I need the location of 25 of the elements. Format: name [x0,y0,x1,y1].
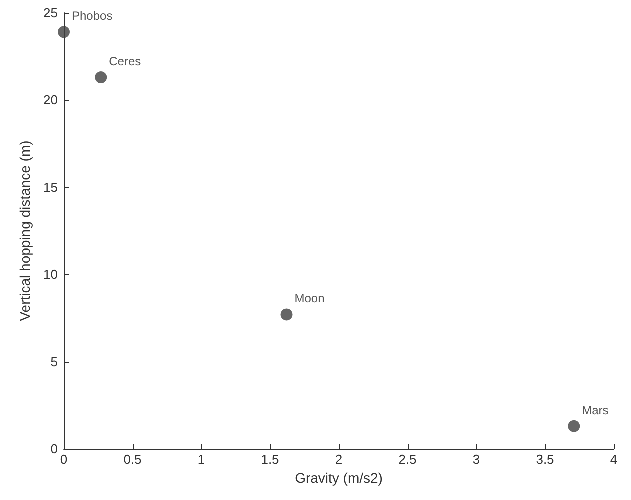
x-tick-label: 0 [60,452,68,467]
annotation: Ceres [109,54,142,69]
point [95,72,108,84]
y-tick-label: 10 [44,267,58,282]
point [58,26,70,38]
annotation: Mars [582,403,609,418]
x-tick-label: 2 [335,452,343,467]
y-tick-label: 20 [44,92,58,108]
x-tick-label: 1.5 [261,452,280,467]
x-tick-label: 4 [610,452,618,467]
x-tick-label: 1 [198,452,206,467]
y-tick-label: 25 [44,6,58,20]
annotation: Moon [294,292,325,306]
y-tick-label: 15 [44,180,58,195]
x-tick-label: 0.5 [124,452,142,467]
point [568,420,580,432]
y-tick-label: 0 [50,442,58,456]
x-tick-label: 3 [472,452,480,467]
y-axis-title: Vertical hopping distance (m) [17,140,33,322]
point [280,308,293,321]
x-tick-label: 3.5 [536,452,554,467]
x-tick-label: 2.5 [398,452,417,467]
x-axis-title: Gravity (m/s2) [295,470,383,486]
annotation: Phobos [72,9,113,24]
y-tick-label: 5 [50,354,58,370]
